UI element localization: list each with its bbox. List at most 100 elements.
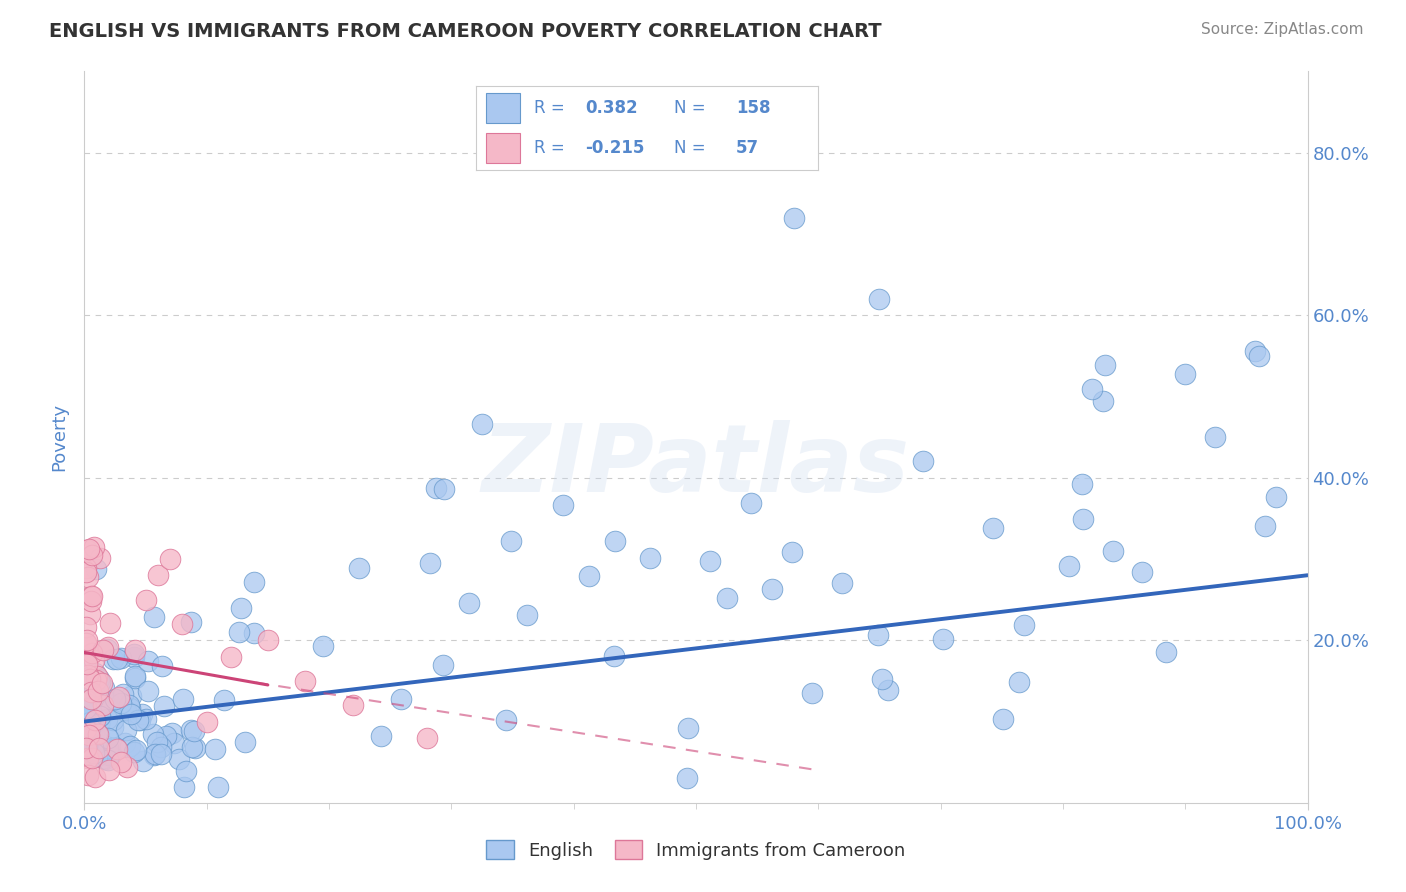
Point: [100, 700, 122, 714]
Point: [96, 712, 118, 726]
Point: [98, 615, 121, 630]
Point: [118, 698, 141, 713]
Point: [80, 646, 103, 660]
Point: [229, 601, 252, 615]
Point: [347, 561, 370, 575]
Point: [117, 760, 139, 774]
Point: [80, 589, 103, 603]
Point: [153, 698, 176, 713]
Point: [869, 292, 891, 306]
Point: [149, 740, 172, 755]
Point: [89, 701, 111, 715]
Point: [110, 651, 132, 665]
Point: [578, 569, 600, 583]
Point: [122, 647, 145, 661]
Point: [83, 540, 105, 554]
Point: [174, 764, 197, 779]
Point: [89, 709, 111, 723]
Point: [228, 624, 250, 639]
Point: [80, 589, 103, 603]
Point: [146, 735, 169, 749]
Point: [501, 533, 523, 548]
Point: [150, 659, 173, 673]
Point: [76, 668, 98, 682]
Point: [1204, 430, 1226, 444]
Y-axis label: Poverty: Poverty: [51, 403, 69, 471]
Point: [868, 628, 890, 642]
Point: [120, 689, 142, 703]
Point: [97, 753, 120, 767]
Point: [80, 669, 103, 683]
Point: [1154, 645, 1177, 659]
Point: [1092, 393, 1115, 408]
Point: [77, 569, 100, 583]
Point: [93, 751, 115, 765]
Point: [433, 482, 456, 496]
Point: [180, 723, 202, 738]
Point: [101, 720, 124, 734]
Point: [83, 713, 105, 727]
Point: [80, 548, 103, 562]
Point: [118, 701, 141, 715]
Point: [89, 674, 111, 689]
Point: [84, 737, 107, 751]
Point: [84, 673, 107, 687]
Point: [79, 721, 101, 735]
Point: [86, 669, 108, 683]
Point: [93, 740, 115, 755]
Point: [97, 741, 120, 756]
Point: [91, 741, 114, 756]
Point: [80, 726, 103, 740]
Point: [699, 554, 721, 568]
Point: [76, 650, 98, 665]
Point: [1071, 477, 1094, 491]
Point: [1081, 382, 1104, 396]
Point: [76, 542, 98, 557]
Point: [110, 755, 132, 769]
Point: [551, 499, 574, 513]
Point: [124, 671, 146, 685]
Point: [100, 747, 122, 761]
Point: [89, 714, 111, 729]
Point: [471, 417, 494, 432]
Point: [1012, 617, 1035, 632]
Point: [312, 640, 335, 654]
Point: [1247, 349, 1270, 363]
Point: [370, 729, 392, 743]
Point: [98, 747, 121, 762]
Point: [115, 723, 138, 738]
Point: [911, 454, 934, 468]
Point: [105, 652, 128, 666]
Point: [132, 754, 155, 768]
Point: [79, 594, 101, 608]
Point: [1254, 518, 1277, 533]
Point: [183, 723, 205, 738]
Point: [114, 736, 136, 750]
Point: [76, 739, 98, 753]
Point: [432, 657, 454, 672]
Point: [877, 682, 900, 697]
Point: [214, 693, 236, 707]
Point: [77, 767, 100, 781]
Point: [93, 751, 115, 765]
Point: [204, 742, 226, 756]
Point: [84, 562, 107, 576]
Point: [638, 551, 661, 566]
Point: [77, 720, 100, 734]
Point: [1174, 368, 1197, 382]
Point: [932, 632, 955, 646]
Point: [76, 657, 98, 671]
Point: [981, 521, 1004, 535]
Point: [75, 701, 97, 715]
Point: [495, 713, 517, 727]
Point: [86, 749, 108, 764]
Point: [82, 733, 104, 747]
Point: [80, 685, 103, 699]
Text: ENGLISH VS IMMIGRANTS FROM CAMEROON POVERTY CORRELATION CHART: ENGLISH VS IMMIGRANTS FROM CAMEROON POVE…: [49, 22, 882, 41]
Point: [1094, 358, 1116, 372]
Point: [104, 741, 127, 756]
Point: [84, 666, 107, 681]
Point: [129, 713, 152, 727]
Point: [91, 643, 114, 657]
Point: [169, 752, 191, 766]
